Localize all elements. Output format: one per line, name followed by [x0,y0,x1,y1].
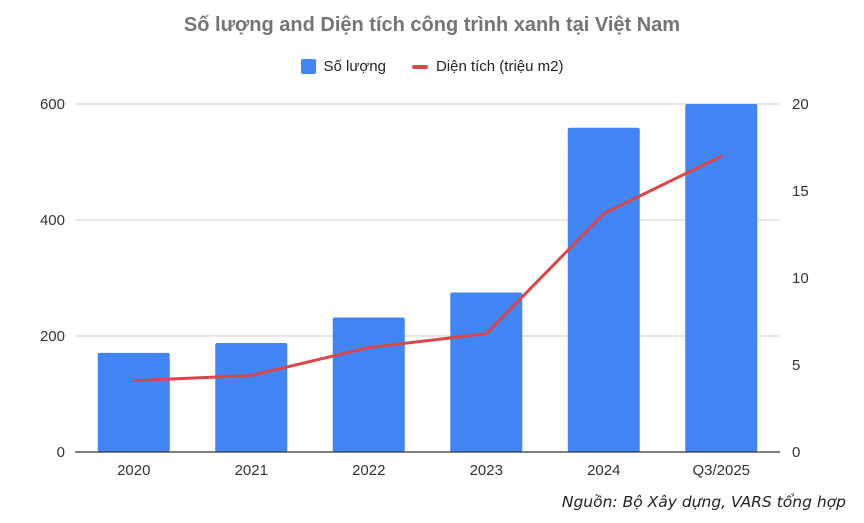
bar [567,127,640,452]
right-axis-tick: 20 [792,96,809,113]
left-axis-tick: 600 [40,96,65,113]
bar [97,352,170,452]
x-axis-label: 2021 [235,462,268,479]
legend: Số lượng Diện tích (triệu m2) [0,58,864,75]
right-axis-tick: 5 [792,357,800,374]
bar [450,292,523,452]
line-series [132,154,723,383]
chart-title: Số lượng and Diện tích công trình xanh t… [183,14,681,36]
left-axis-tick: 400 [40,212,65,229]
left-axis-tick: 200 [40,328,65,345]
x-axis-label: 2020 [117,462,150,479]
right-axis-tick: 10 [792,270,809,287]
x-axis-label: Q3/2025 [692,462,750,479]
legend-bar-swatch [300,59,316,74]
legend-line-label: Diện tích (triệu m2) [435,58,564,75]
bar [332,317,405,452]
right-axis-tick: 0 [792,444,800,461]
bar [685,104,758,452]
x-axis-label: 2023 [470,462,503,479]
source-note: Nguồn: Bộ Xây dựng, VARS tổng hợp [561,493,846,511]
right-axis-tick: 15 [792,183,809,200]
legend-line-swatch [411,64,428,69]
legend-bar-label: Số lượng [323,58,386,75]
x-axis-label: 2024 [587,462,620,479]
x-axis-label: 2022 [352,462,385,479]
left-axis-tick: 0 [57,444,65,461]
bar [215,342,288,452]
